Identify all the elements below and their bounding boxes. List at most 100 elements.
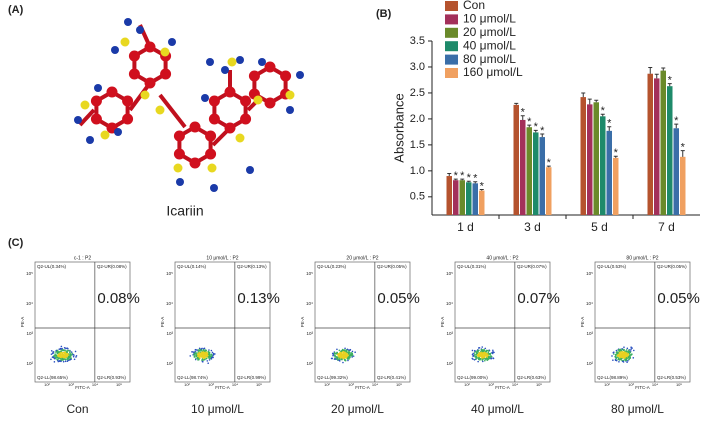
plot-title: 10 μmol/L : P2 [206,255,238,261]
y-tick-label: 3.0 [410,61,425,73]
event-dot [195,355,198,358]
event-dot [63,355,65,358]
bar [472,183,478,215]
event-dot [61,353,64,356]
carbon-atom [224,86,236,98]
error-bar [453,178,458,181]
event-dot [482,354,485,357]
significance-star: * [668,74,673,86]
event-dot [490,355,493,358]
oxygen-atom [235,133,245,143]
error-bar [479,189,484,191]
y-tick-label: 2.5 [410,87,425,99]
event-dot [471,349,474,352]
event-dot [62,360,65,363]
hydrogen-atom [94,84,102,92]
event-dot [620,353,623,355]
event-dot [341,353,344,356]
plot-frame [34,261,131,383]
event-dot [194,348,197,351]
event-dot [615,349,618,352]
event-dot [72,355,75,358]
event-dot [197,358,200,361]
event-dot [487,350,490,352]
event-dot [58,351,61,353]
significance-star: * [601,105,606,117]
bar [533,132,539,215]
legend-label: Con [463,0,485,12]
bar [654,78,660,215]
event-dot [482,350,484,353]
quadrant-label: Q2-UL(0.53%) [597,264,627,269]
error-bar [594,99,599,103]
event-dot [349,353,352,355]
event-dot [198,349,201,352]
event-dot [337,354,340,356]
y-axis-label: PE-A [20,317,25,328]
event-dot [354,351,356,354]
x-tick-label: 10⁴ [92,382,98,387]
x-tick-label: 10⁵ [396,382,402,387]
event-dot [198,353,200,355]
hydrogen-atom [201,94,209,102]
event-dot [335,356,338,358]
hydrogen-atom [236,56,244,64]
event-dot [481,357,483,359]
bar [453,180,459,215]
y-tick-label: 10² [306,361,313,366]
legend-label: 80 μmol/L [463,52,516,66]
bar [526,127,532,215]
event-dot [478,346,481,349]
event-dot [50,358,52,361]
event-dot [618,359,621,361]
event-dot [59,357,62,360]
event-dot [204,352,206,354]
hydrogen-atom [124,18,132,26]
event-dot [212,356,214,359]
oxygen-atom [285,90,295,100]
x-tick-label: 10² [324,382,330,387]
error-bar [607,126,612,131]
event-dot [206,360,209,362]
x-tick-label: 10² [184,382,190,387]
hydrogen-atom [168,38,176,46]
event-dot [70,353,72,356]
event-dot [471,357,474,360]
event-dot [191,351,193,353]
x-tick-label: 10² [464,382,470,387]
hydrogen-atom [258,58,266,66]
event-dot [630,348,632,350]
event-dot [490,357,493,360]
event-dot [485,351,488,353]
legend-label: 40 μmol/L [463,38,516,52]
event-dot [481,359,484,361]
event-dot [347,358,350,360]
x-tick-label: 10⁴ [372,382,378,387]
event-dot [68,353,70,355]
event-dot [633,349,635,352]
significance-star: * [547,157,552,169]
bar [606,130,612,215]
event-dot [340,358,343,361]
legend-label: 20 μmol/L [463,25,516,39]
event-dot [611,355,613,357]
error-bar [546,165,551,168]
event-dot [475,353,478,356]
y-tick-label: 10⁴ [166,301,173,306]
error-bar [540,133,545,138]
event-dot [210,358,213,360]
legend-label: 10 μmol/L [463,12,516,26]
event-dot [342,357,345,359]
carbon-atom [205,148,217,160]
x-tick-label: 1 d [457,220,474,234]
event-dot [618,354,620,356]
event-dot [474,353,476,356]
y-tick-label: 10⁴ [26,301,33,306]
bar [680,156,686,215]
significance-star: * [527,116,532,128]
event-dot [487,356,490,359]
y-tick-label: 10⁴ [586,301,593,306]
y-axis-label: PE-A [300,317,305,328]
event-dot [479,359,481,361]
